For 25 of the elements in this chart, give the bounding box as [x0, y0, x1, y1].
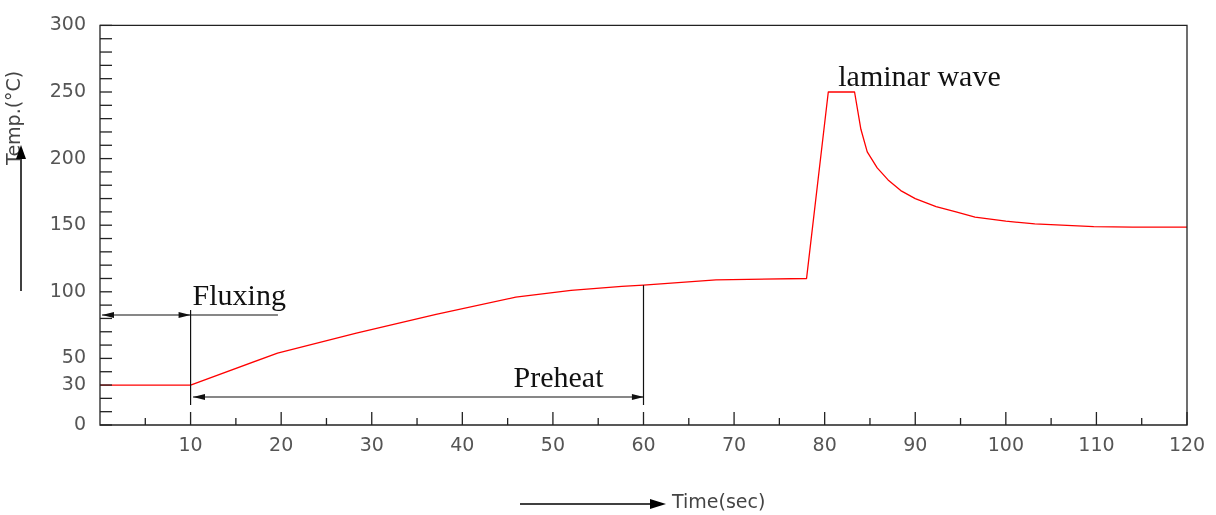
y-tick-label: 150: [49, 212, 86, 235]
x-tick-label: 20: [269, 433, 294, 456]
x-axis-title: Time(sec): [672, 490, 766, 512]
x-tick-label: 70: [721, 433, 747, 456]
x-tick-label: 100: [987, 433, 1024, 456]
x-tick-label: 30: [359, 433, 384, 456]
x-tick-label: 120: [1168, 433, 1206, 456]
y-tick-label: 0: [73, 411, 86, 434]
x-tick-label: 90: [903, 433, 928, 456]
x-tick-label: 40: [450, 433, 475, 456]
x-tick-label: 80: [812, 433, 837, 456]
y-tick-label: 250: [49, 78, 86, 101]
y-tick-label: 100: [49, 278, 86, 301]
y-tick-label: 50: [61, 345, 86, 368]
y-tick-label: 30: [61, 371, 86, 394]
x-tick-label: 60: [631, 433, 656, 456]
y-axis-title: Temp.(°C): [2, 70, 24, 165]
ref-line-label: Fluxing: [192, 278, 286, 312]
annotation: laminar wave: [838, 59, 1001, 92]
y-tick-label: 300: [49, 12, 86, 35]
x-tick-label: 110: [1078, 433, 1115, 456]
x-tick-label: 50: [540, 433, 566, 456]
ref-line-label: Preheat: [513, 360, 605, 393]
x-tick-label: 10: [178, 433, 203, 456]
y-tick-label: 200: [49, 145, 86, 168]
